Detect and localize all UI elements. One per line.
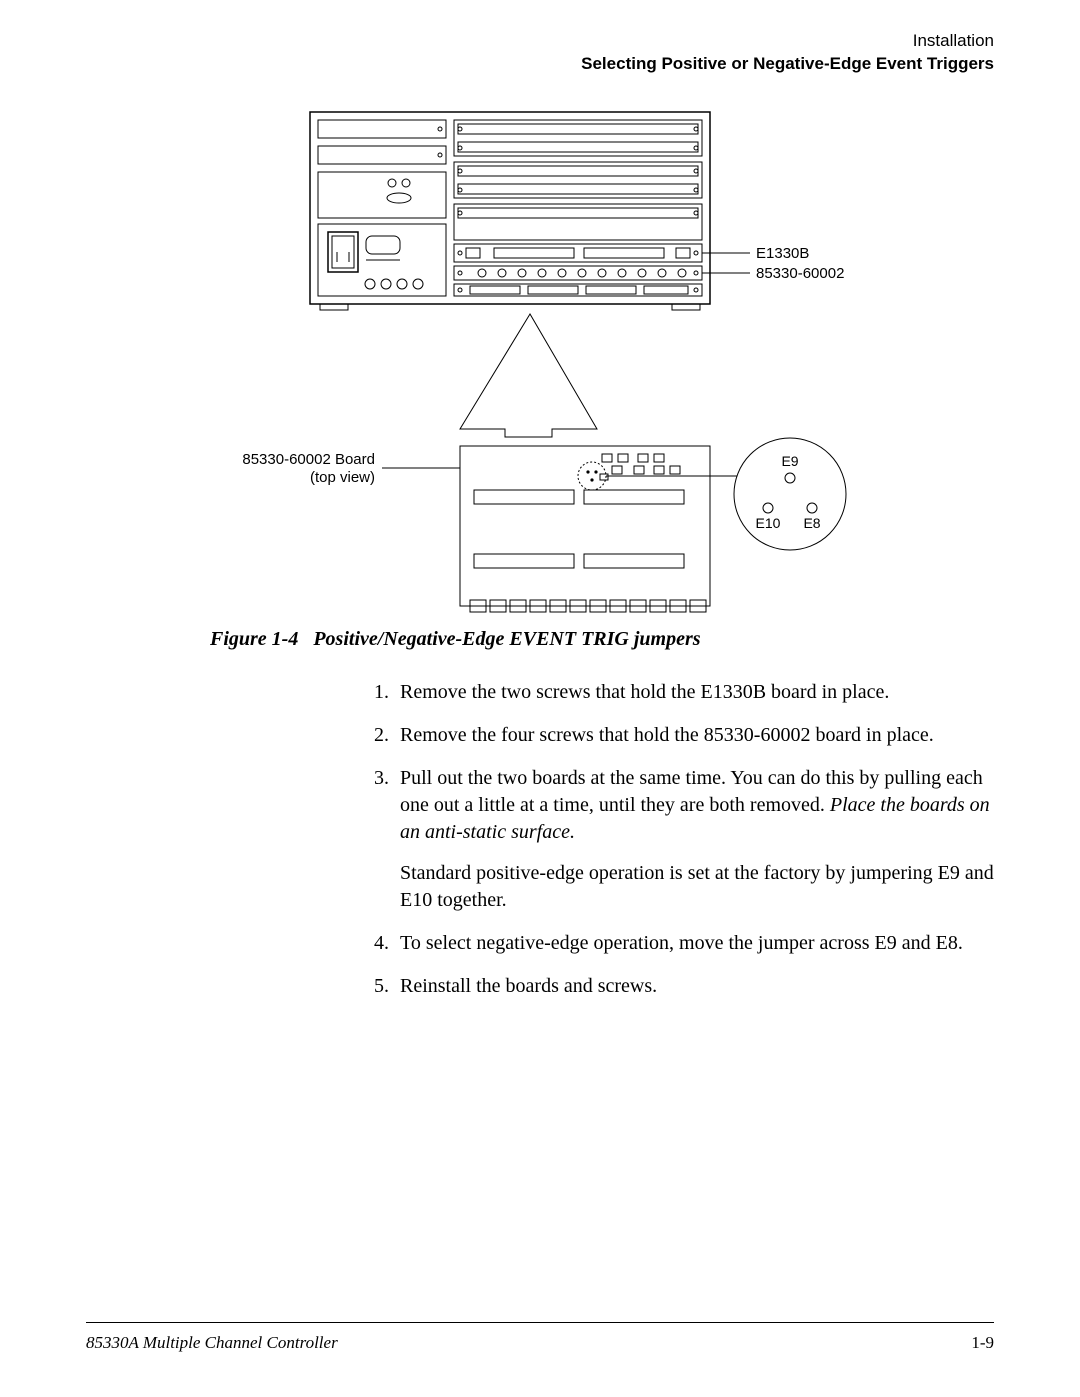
caption-title: Positive/Negative-Edge EVENT TRIG jumper… <box>313 628 700 650</box>
callout-85330: 85330-60002 <box>756 265 844 282</box>
step-2: Remove the four screws that hold the 853… <box>394 722 994 749</box>
page: Installation Selecting Positive or Negat… <box>0 0 1080 1397</box>
footer-title: 85330A Multiple Channel Controller <box>86 1333 338 1353</box>
footer-pagenum: 1-9 <box>971 1333 994 1353</box>
board-label-2: (top view) <box>310 469 375 486</box>
jumper-e9-label: E9 <box>781 453 798 469</box>
page-header: Installation Selecting Positive or Negat… <box>86 30 994 76</box>
step-1: Remove the two screws that hold the E133… <box>394 679 994 706</box>
callout-e1330b: E1330B <box>756 245 809 262</box>
header-section: Selecting Positive or Negative-Edge Even… <box>86 53 994 76</box>
jumper-e10-label: E10 <box>756 515 781 531</box>
figure-svg: E1330B 85330-60002 85330-60002 Board (to… <box>160 104 920 614</box>
header-chapter: Installation <box>86 30 994 53</box>
step-3: Pull out the two boards at the same time… <box>394 765 994 914</box>
caption-prefix: Figure 1-4 <box>210 628 298 650</box>
board-label-1: 85330-60002 Board <box>242 451 375 468</box>
figure-caption: Figure 1-4 Positive/Negative-Edge EVENT … <box>210 628 994 651</box>
figure-wrapper: E1330B 85330-60002 85330-60002 Board (to… <box>86 104 994 614</box>
page-footer: 85330A Multiple Channel Controller 1-9 <box>86 1322 994 1353</box>
step-5: Reinstall the boards and screws. <box>394 973 994 1000</box>
jumper-e8-label: E8 <box>803 515 820 531</box>
steps-list: Remove the two screws that hold the E133… <box>394 679 994 1000</box>
step-4: To select negative-edge operation, move … <box>394 930 994 957</box>
